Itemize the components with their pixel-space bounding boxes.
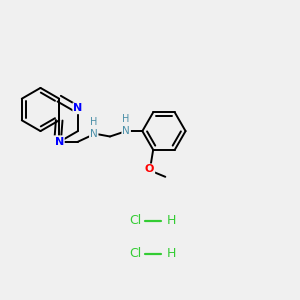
Text: O: O [53, 136, 62, 146]
Text: N: N [73, 103, 83, 113]
Text: Cl: Cl [129, 214, 141, 227]
Text: H: H [90, 117, 98, 127]
Text: Cl: Cl [129, 247, 141, 260]
Text: H: H [122, 114, 130, 124]
Text: H: H [167, 247, 176, 260]
Text: H: H [167, 214, 176, 227]
Text: O: O [145, 164, 154, 174]
Text: N: N [122, 126, 130, 136]
Text: N: N [55, 137, 64, 147]
Text: N: N [90, 129, 98, 139]
